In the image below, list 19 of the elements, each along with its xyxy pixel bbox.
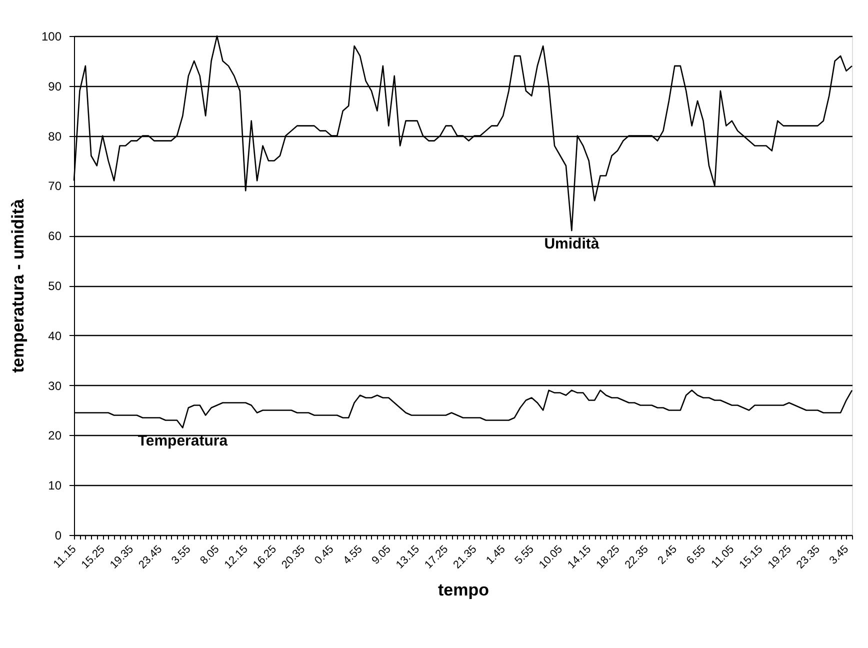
y-tick-label: 90 (48, 79, 62, 94)
x-axis-title: tempo (438, 580, 489, 600)
series-label: Umidità (544, 236, 600, 253)
y-tick-label: 80 (48, 129, 62, 144)
y-tick-label: 30 (48, 378, 62, 393)
y-tick-label: 0 (54, 528, 62, 542)
y-tick-label: 70 (48, 179, 62, 194)
y-tick-label: 100 (41, 30, 62, 44)
y-axis-title: temperatura - umidità (8, 198, 28, 373)
series-label: Temperatura (138, 432, 228, 450)
x-tick-label: 9.05 (370, 543, 394, 567)
y-tick-label: 40 (48, 328, 62, 343)
y-tick-label: 10 (48, 478, 62, 493)
y-tick-label: 60 (48, 229, 62, 244)
y-tick-label: 50 (48, 279, 62, 293)
x-tick-label: 4.55 (341, 543, 365, 567)
x-tick-label: 6.55 (684, 543, 708, 567)
y-tick-label: 20 (48, 428, 62, 443)
x-tick-label: 0.45 (312, 543, 336, 567)
